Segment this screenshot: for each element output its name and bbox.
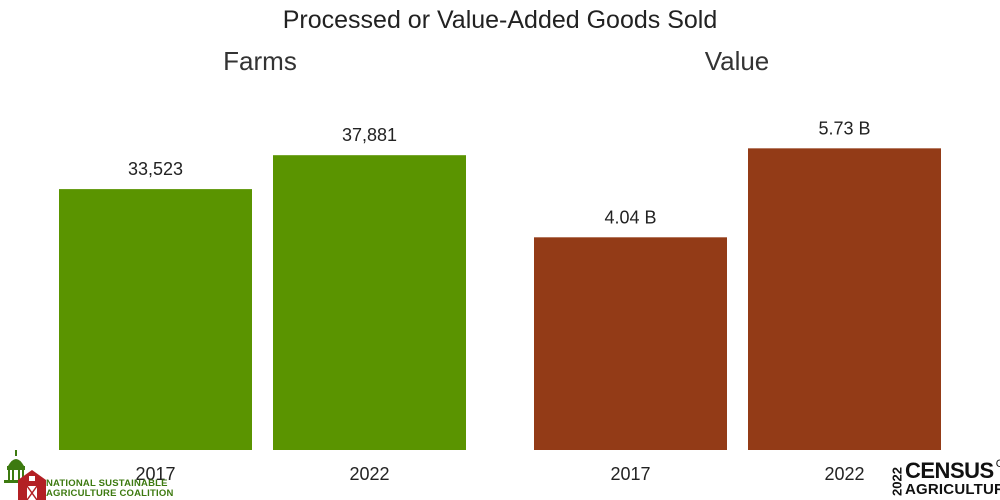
x-tick-value-2017: 2017 [610,464,650,484]
data-label-farms-2022: 37,881 [342,125,397,145]
x-tick-farms-2022: 2022 [349,464,389,484]
bar-value-2022 [748,148,941,451]
census-logo-agriculture: AGRICULTURE [905,481,1000,498]
panel-title-farms: Farms [223,46,297,76]
x-tick-value-2022: 2022 [824,464,864,484]
nsac-logo-icon [4,450,46,500]
data-label-value-2022: 5.73 B [818,118,870,138]
bar-farms-2022 [273,155,466,450]
bar-value-2017 [534,237,727,450]
census-logo-year: 2022 [889,467,905,496]
data-label-farms-2017: 33,523 [128,159,183,179]
nsac-logo-text: NATIONAL SUSTAINABLE AGRICULTURE COALITI… [46,478,174,499]
data-label-value-2017: 4.04 B [604,207,656,227]
bar-farms-2017 [59,189,252,450]
x-tick-farms-2017: 2017 [135,464,175,484]
chart-title: Processed or Value-Added Goods Sold [282,6,718,34]
census-logo-word: CENSUSOF [905,458,1000,483]
panel-title-value: Value [705,46,770,76]
